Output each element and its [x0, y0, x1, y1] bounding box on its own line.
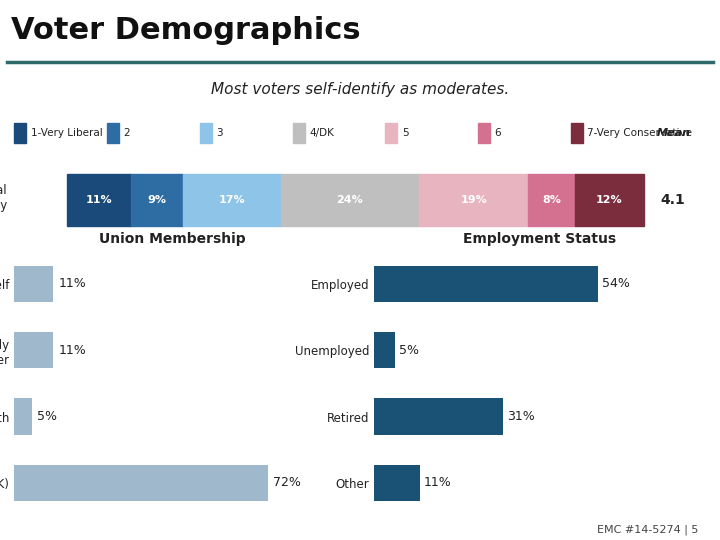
Bar	[281, 174, 419, 226]
Text: 11%: 11%	[424, 476, 452, 489]
Bar	[14, 399, 32, 435]
Bar	[14, 123, 27, 143]
Text: 11%: 11%	[58, 344, 86, 357]
Bar	[528, 174, 575, 226]
Title: Union Membership: Union Membership	[99, 232, 246, 246]
Text: 5%: 5%	[399, 344, 419, 357]
Bar	[183, 174, 281, 226]
Text: Voter Demographics: Voter Demographics	[11, 16, 361, 45]
Text: Political
Ideology: Political Ideology	[0, 185, 8, 212]
Text: 3: 3	[217, 127, 223, 138]
Bar	[575, 174, 644, 226]
Text: 11%: 11%	[58, 278, 86, 291]
Bar	[571, 123, 582, 143]
Title: Employment Status: Employment Status	[464, 232, 616, 246]
Text: 7-Very Conservative: 7-Very Conservative	[588, 127, 693, 138]
Bar	[14, 332, 53, 368]
Text: 12%: 12%	[595, 195, 622, 205]
Text: 17%: 17%	[218, 195, 245, 205]
Bar	[200, 123, 212, 143]
Bar	[292, 123, 305, 143]
Bar	[14, 266, 53, 302]
Bar	[374, 399, 503, 435]
Bar	[374, 266, 598, 302]
Text: 31%: 31%	[507, 410, 535, 423]
Text: 19%: 19%	[460, 195, 487, 205]
Text: EMC #14-5274 | 5: EMC #14-5274 | 5	[597, 524, 698, 535]
Text: 54%: 54%	[602, 278, 630, 291]
Text: 6: 6	[495, 127, 501, 138]
Bar	[478, 123, 490, 143]
Bar	[385, 123, 397, 143]
Text: 2: 2	[124, 127, 130, 138]
Text: 72%: 72%	[273, 476, 301, 489]
Text: 8%: 8%	[542, 195, 561, 205]
Bar	[131, 174, 183, 226]
Bar	[14, 465, 268, 501]
Bar	[374, 332, 395, 368]
Bar	[374, 465, 420, 501]
Text: 5%: 5%	[37, 410, 58, 423]
Bar	[107, 123, 119, 143]
Text: EMC: EMC	[574, 516, 614, 529]
Bar	[419, 174, 528, 226]
Text: Mean: Mean	[657, 127, 691, 138]
Text: Most voters self-identify as moderates.: Most voters self-identify as moderates.	[211, 82, 509, 97]
Text: 9%: 9%	[147, 195, 166, 205]
Text: 11%: 11%	[86, 195, 112, 205]
Text: 5: 5	[402, 127, 408, 138]
Text: 24%: 24%	[336, 195, 363, 205]
Text: 4/DK: 4/DK	[309, 127, 334, 138]
Text: 4.1: 4.1	[660, 193, 685, 207]
Bar	[68, 174, 131, 226]
Text: 1-Very Liberal: 1-Very Liberal	[31, 127, 103, 138]
